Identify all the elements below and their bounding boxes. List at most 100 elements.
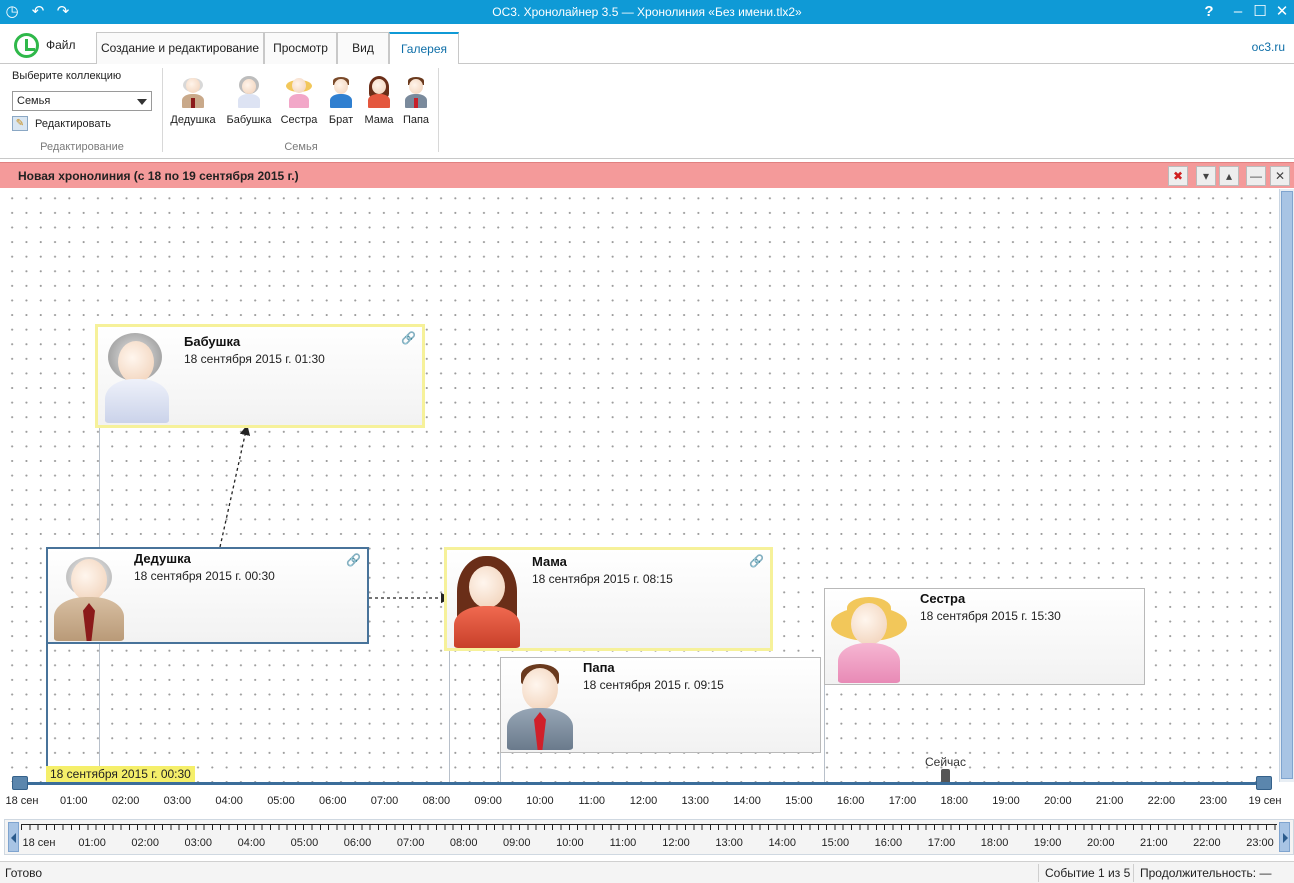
edit-collection-button[interactable]: ✎ Редактировать <box>12 116 122 134</box>
collection-select[interactable]: Семья <box>12 91 152 111</box>
overview-ruler <box>21 824 1277 830</box>
site-link[interactable]: oc3.ru <box>1251 40 1285 54</box>
father-avatar-icon <box>505 662 575 750</box>
window-title: ОС3. Хронолайнер 3.5 — Хронолиния «Без и… <box>492 5 802 19</box>
axis-tick-label: 18 сен <box>5 795 39 807</box>
vertical-scrollbar[interactable] <box>1279 189 1294 782</box>
relation-arrows <box>219 424 452 604</box>
overview-tick-label: 17:00 <box>927 837 956 849</box>
scroll-left-button[interactable] <box>8 822 19 852</box>
file-menu-label: Файл <box>46 38 76 52</box>
edit-collection-label: Редактировать <box>35 118 111 130</box>
overview-tick-label: 11:00 <box>609 837 637 849</box>
event-card-babushka[interactable]: Бабушка 18 сентября 2015 г. 01:30 🔗 <box>95 324 425 428</box>
axis-tick-label: 10:00 <box>526 795 554 807</box>
overview-tick-label: 06:00 <box>343 837 372 849</box>
overview-tick-label: 22:00 <box>1193 837 1221 849</box>
axis-tick-label: 16:00 <box>836 795 865 807</box>
overview-scroller[interactable]: 18 сен 01:00 02:00 03:00 04:00 05:00 06:00 07:0… <box>4 819 1294 855</box>
tab-create-edit[interactable]: Создание и редактирование <box>96 32 264 64</box>
gallery-label: Сестра <box>280 114 318 126</box>
overview-tick-label: 15:00 <box>821 837 850 849</box>
status-divider <box>1038 864 1039 882</box>
event-card-mama[interactable]: Мама 18 сентября 2015 г. 08:15 🔗 <box>444 547 773 651</box>
event-stem-papa <box>500 752 501 782</box>
overview-tick-label: 12:00 <box>662 837 690 849</box>
minimize-icon[interactable]: – <box>1233 3 1243 20</box>
axis-tick-label: 08:00 <box>422 795 451 807</box>
range-start-handle[interactable] <box>12 776 28 790</box>
axis-tick-label: 13:00 <box>681 795 710 807</box>
gallery-item-dedushka[interactable]: Дедушка <box>170 76 216 134</box>
tab-appearance[interactable]: Вид <box>337 32 389 64</box>
axis-tick-label: 07:00 <box>370 795 399 807</box>
axis-tick-label: 03:00 <box>163 795 192 807</box>
overview-tick-label: 04:00 <box>237 837 266 849</box>
event-name: Папа <box>583 660 615 675</box>
undo-icon[interactable]: ↶ <box>31 3 45 20</box>
collapse-icon[interactable]: — <box>1246 166 1266 186</box>
arrow-dedushka-to-babushka <box>219 424 251 548</box>
scrollbar-thumb[interactable] <box>1281 191 1293 779</box>
move-up-icon[interactable]: ▴ <box>1219 166 1239 186</box>
overview-tick-label: 08:00 <box>449 837 478 849</box>
group-separator <box>162 68 163 152</box>
close-icon[interactable]: ✕ <box>1275 3 1289 20</box>
delete-timeline-icon[interactable]: ✖ <box>1168 166 1188 186</box>
tab-gallery[interactable]: Галерея <box>389 32 459 65</box>
event-date: 18 сентября 2015 г. 00:30 <box>134 569 275 583</box>
event-name: Мама <box>532 554 567 569</box>
timeline-header: Новая хронолиния (с 18 по 19 сентября 20… <box>0 162 1294 188</box>
overview-tick-label: 09:00 <box>503 837 531 849</box>
gallery-item-babushka[interactable]: Бабушка <box>227 76 271 134</box>
event-card-dedushka[interactable]: Дедушка 18 сентября 2015 г. 00:30 🔗 <box>46 547 369 644</box>
axis-tick-label: 01:00 <box>60 795 88 807</box>
overview-tick-label: 03:00 <box>184 837 213 849</box>
time-axis-line <box>20 782 1265 785</box>
overview-tick-label: 10:00 <box>556 837 584 849</box>
grandfather-avatar-icon <box>52 553 126 641</box>
redo-icon[interactable]: ↷ <box>56 3 70 20</box>
chevron-down-icon <box>137 99 147 105</box>
axis-tick-label: 11:00 <box>578 795 606 807</box>
maximize-icon[interactable]: ☐ <box>1253 3 1267 20</box>
link-icon[interactable]: 🔗 <box>749 554 764 568</box>
axis-tick-label: 18:00 <box>940 795 969 807</box>
event-card-sestra[interactable]: Сестра 18 сентября 2015 г. 15:30 <box>824 588 1145 685</box>
help-icon[interactable]: ? <box>1204 3 1214 20</box>
overview-tick-label: 14:00 <box>768 837 796 849</box>
tab-view[interactable]: Просмотр <box>264 32 337 64</box>
gallery-label: Дедушка <box>170 114 216 126</box>
gallery-item-brat[interactable]: Брат <box>321 76 361 134</box>
gallery-label: Мама <box>364 114 394 126</box>
event-stem-mama <box>449 649 450 782</box>
event-stem-dedushka <box>46 641 48 782</box>
event-name: Бабушка <box>184 334 241 349</box>
gallery-item-papa[interactable]: Папа <box>396 76 436 134</box>
time-axis[interactable]: 18 сен 01:00 02:00 03:00 04:00 05:00 06:00 07:0… <box>0 776 1294 817</box>
link-icon[interactable]: 🔗 <box>346 553 361 567</box>
overview-tick-label: 20:00 <box>1086 837 1115 849</box>
scroll-right-button[interactable] <box>1279 822 1290 852</box>
event-date: 18 сентября 2015 г. 15:30 <box>920 609 1061 623</box>
overview-tick-label: 13:00 <box>715 837 743 849</box>
timeline-title: Новая хронолиния (с 18 по 19 сентября 20… <box>18 169 299 183</box>
event-card-papa[interactable]: Папа 18 сентября 2015 г. 09:15 <box>500 657 821 753</box>
sister-avatar-icon <box>286 76 312 108</box>
close-timeline-icon[interactable]: ✕ <box>1270 166 1290 186</box>
axis-tick-label: 21:00 <box>1095 795 1124 807</box>
event-stem-sestra <box>824 685 825 782</box>
event-date: 18 сентября 2015 г. 09:15 <box>583 678 724 692</box>
now-marker-icon[interactable] <box>941 769 950 782</box>
status-event-counter: Событие 1 из 5 <box>1045 866 1131 880</box>
range-end-handle[interactable] <box>1256 776 1272 790</box>
gallery-label: Брат <box>328 114 354 126</box>
timeline-canvas[interactable]: Бабушка 18 сентября 2015 г. 01:30 🔗 Деду… <box>0 189 1279 782</box>
mother-avatar-icon <box>451 554 523 648</box>
move-down-icon[interactable]: ▾ <box>1196 166 1216 186</box>
link-icon[interactable]: 🔗 <box>401 331 416 345</box>
gallery-label: Папа <box>402 114 430 126</box>
gallery-item-sestra[interactable]: Сестра <box>279 76 319 134</box>
gallery-item-mama[interactable]: Мама <box>359 76 399 134</box>
clock-icon[interactable]: ◷ <box>5 3 19 20</box>
